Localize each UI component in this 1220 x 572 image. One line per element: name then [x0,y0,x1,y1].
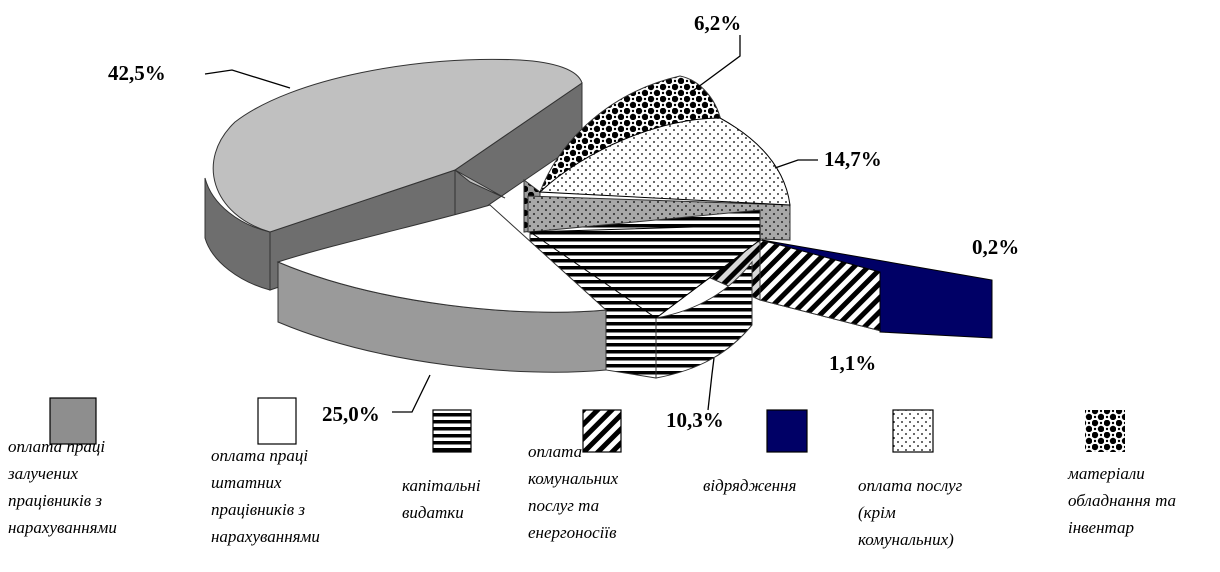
leader-line-capital [707,357,715,411]
value-label-staff: 25,0% [322,402,380,426]
value-label-travel: 0,2% [972,235,1019,259]
value-label-hired: 42,5% [108,61,166,85]
legend-swatch-utilities [582,409,622,453]
legend-label-staff: оплата праці штатних працівників з нарах… [211,446,320,546]
value-label-utilities: 1,1% [829,351,876,375]
value-label-services: 14,7% [824,147,882,171]
leader-line-hired [204,69,291,89]
pie-slice-capital [528,209,761,379]
leader-line-staff [392,374,431,413]
leader-line-services [774,159,818,169]
legend-swatch-services [892,409,934,453]
legend-label-services: оплата послуг (крім комунальних) [858,476,963,549]
legend-swatch-travel [766,409,808,453]
legend-label-hired: оплата праці залучених працівників з нар… [8,437,117,537]
legend-swatch-capital [432,409,472,453]
legend-label-travel: відрядження [703,476,797,495]
value-label-materials: 6,2% [694,11,741,35]
legend-label-materials: матеріали обладнання та інвентар [1068,464,1177,537]
pie-slice-travel [761,239,993,339]
legend-swatch-hired [49,397,97,445]
value-label-capital: 10,3% [666,408,724,432]
legend-label-capital: капітальні видатки [402,476,481,522]
pie-slice-staff [276,204,608,373]
legend-swatch-staff [257,397,297,445]
legend-label-utilities: оплата комунальних послуг та енергоносії… [528,442,619,542]
leader-line-materials [689,35,741,94]
legend-swatch-materials [1085,410,1125,452]
